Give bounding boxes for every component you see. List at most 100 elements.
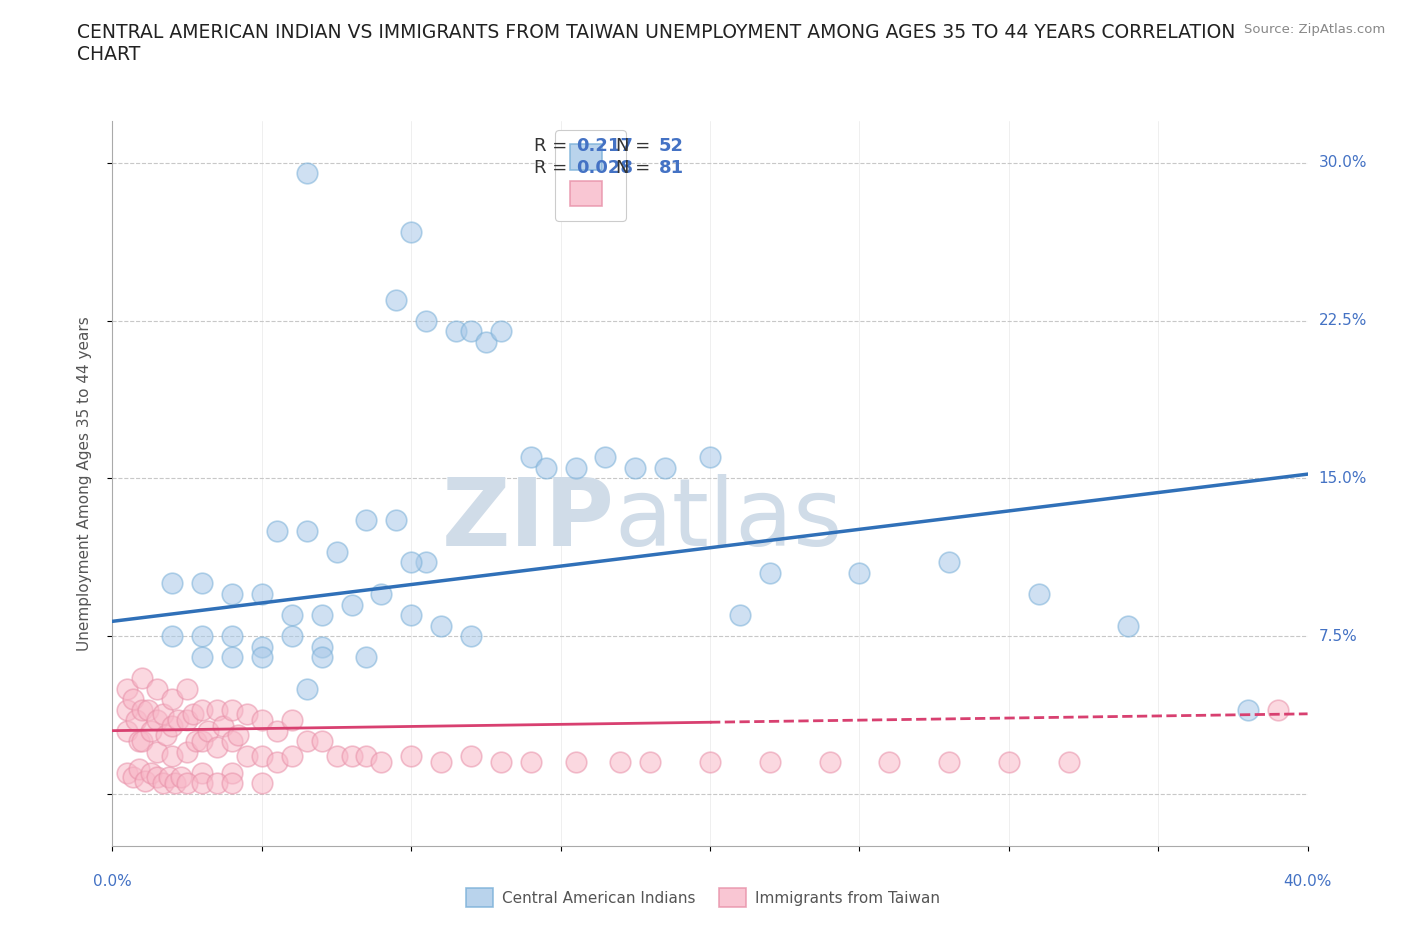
Point: [759, 755, 782, 770]
Point: [266, 755, 288, 770]
Text: 0.028: 0.028: [576, 159, 633, 177]
Y-axis label: Unemployment Among Ages 35 to 44 years: Unemployment Among Ages 35 to 44 years: [77, 316, 91, 651]
Point: [176, 776, 198, 790]
Point: [170, 769, 193, 784]
Point: [281, 749, 304, 764]
Point: [205, 740, 228, 755]
Point: [370, 755, 392, 770]
Point: [879, 755, 901, 770]
Point: [1057, 755, 1080, 770]
Text: 52: 52: [658, 138, 683, 155]
Point: [281, 607, 304, 622]
Text: 0.0%: 0.0%: [93, 874, 132, 889]
Point: [564, 460, 586, 475]
Point: [609, 755, 631, 770]
Legend: , : ,: [555, 130, 626, 220]
Point: [122, 692, 145, 707]
Text: Source: ZipAtlas.com: Source: ZipAtlas.com: [1244, 23, 1385, 36]
Point: [266, 724, 288, 738]
Point: [356, 749, 378, 764]
Point: [460, 749, 482, 764]
Point: [128, 761, 150, 776]
Point: [1237, 702, 1260, 717]
Point: [117, 702, 139, 717]
Point: [167, 712, 190, 727]
Point: [236, 749, 259, 764]
Text: N =: N =: [616, 138, 657, 155]
Point: [131, 734, 153, 749]
Point: [141, 724, 163, 738]
Point: [534, 460, 557, 475]
Text: 81: 81: [658, 159, 683, 177]
Point: [236, 707, 259, 722]
Point: [162, 629, 183, 644]
Point: [141, 765, 163, 780]
Legend: Central American Indians, Immigrants from Taiwan: Central American Indians, Immigrants fro…: [460, 883, 946, 913]
Point: [146, 712, 169, 727]
Point: [520, 450, 543, 465]
Point: [191, 650, 214, 665]
Point: [176, 744, 198, 759]
Point: [624, 460, 647, 475]
Point: [818, 755, 841, 770]
Point: [311, 607, 333, 622]
Point: [325, 544, 347, 559]
Text: R =: R =: [534, 159, 572, 177]
Point: [340, 597, 363, 612]
Point: [181, 707, 204, 722]
Point: [699, 755, 721, 770]
Point: [295, 734, 318, 749]
Text: 7.5%: 7.5%: [1319, 629, 1357, 644]
Point: [191, 776, 214, 790]
Point: [311, 734, 333, 749]
Point: [157, 769, 180, 784]
Point: [117, 681, 139, 696]
Point: [759, 565, 782, 580]
Point: [131, 671, 153, 685]
Point: [444, 324, 467, 339]
Point: [385, 292, 408, 307]
Point: [325, 749, 347, 764]
Point: [122, 769, 145, 784]
Point: [146, 744, 169, 759]
Point: [131, 702, 153, 717]
Point: [340, 749, 363, 764]
Point: [295, 681, 318, 696]
Point: [176, 712, 198, 727]
Point: [295, 166, 318, 181]
Text: 40.0%: 40.0%: [1284, 874, 1331, 889]
Point: [489, 755, 512, 770]
Point: [221, 587, 243, 602]
Point: [134, 774, 156, 789]
Text: 22.5%: 22.5%: [1319, 313, 1367, 328]
Point: [226, 727, 249, 742]
Text: 15.0%: 15.0%: [1319, 471, 1367, 485]
Point: [221, 629, 243, 644]
Point: [221, 734, 243, 749]
Point: [401, 555, 423, 570]
Point: [728, 607, 751, 622]
Point: [1267, 702, 1289, 717]
Point: [162, 576, 183, 591]
Point: [460, 324, 482, 339]
Text: 0.217: 0.217: [576, 138, 633, 155]
Point: [221, 650, 243, 665]
Point: [162, 719, 183, 734]
Point: [1028, 587, 1050, 602]
Point: [595, 450, 617, 465]
Point: [370, 587, 392, 602]
Point: [295, 524, 318, 538]
Point: [186, 734, 208, 749]
Point: [176, 681, 198, 696]
Point: [401, 749, 423, 764]
Point: [430, 755, 453, 770]
Point: [281, 629, 304, 644]
Text: CENTRAL AMERICAN INDIAN VS IMMIGRANTS FROM TAIWAN UNEMPLOYMENT AMONG AGES 35 TO : CENTRAL AMERICAN INDIAN VS IMMIGRANTS FR…: [77, 23, 1236, 64]
Point: [128, 734, 150, 749]
Point: [191, 629, 214, 644]
Point: [205, 702, 228, 717]
Point: [191, 576, 214, 591]
Point: [221, 776, 243, 790]
Point: [281, 712, 304, 727]
Point: [356, 650, 378, 665]
